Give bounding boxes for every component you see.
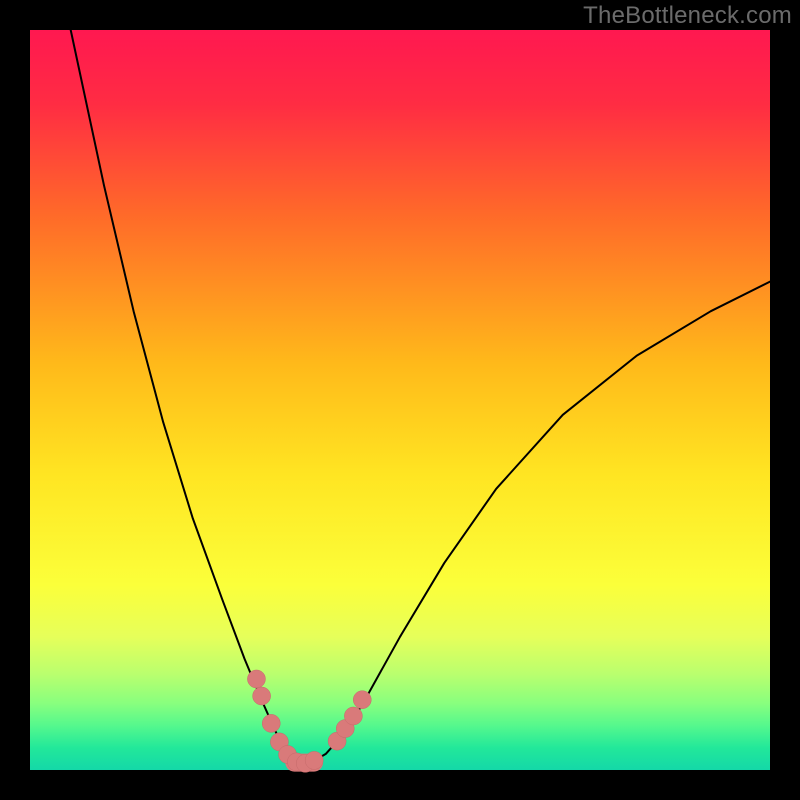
marker-dot xyxy=(253,687,271,705)
marker-dot xyxy=(247,670,265,688)
marker-dot xyxy=(344,707,362,725)
plot-background xyxy=(30,30,770,770)
marker-dot xyxy=(353,691,371,709)
marker-dot xyxy=(262,714,280,732)
marker-dot xyxy=(305,751,323,769)
root-frame: TheBottleneck.com xyxy=(0,0,800,800)
watermark-text: TheBottleneck.com xyxy=(583,2,792,30)
chart-svg xyxy=(0,0,800,800)
